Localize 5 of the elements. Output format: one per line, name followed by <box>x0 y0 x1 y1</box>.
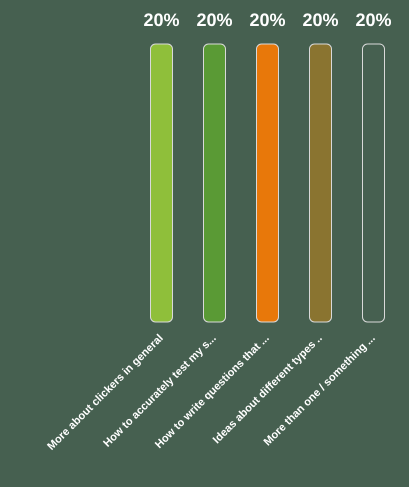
data-label: 20% <box>249 10 286 30</box>
data-label: 20% <box>355 10 392 30</box>
data-label: 20% <box>143 10 180 30</box>
data-label: 20% <box>302 10 339 30</box>
data-label: 20% <box>196 10 233 30</box>
